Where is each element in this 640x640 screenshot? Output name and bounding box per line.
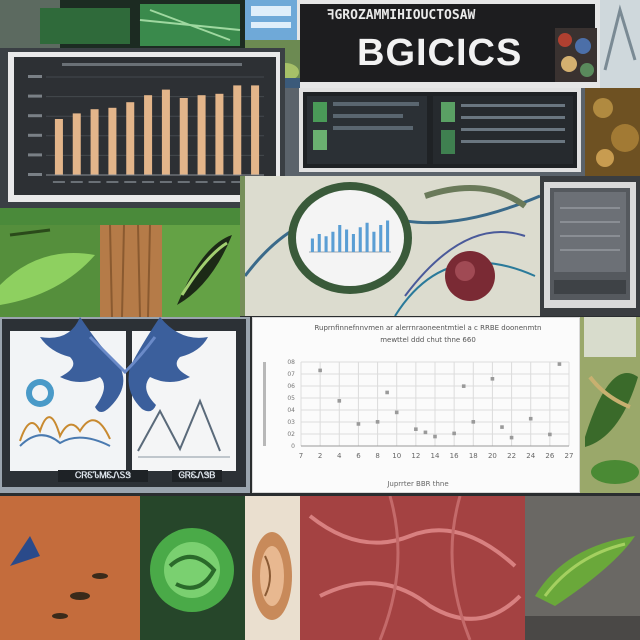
scatter-x-tick: 4 — [337, 452, 342, 460]
scatter-point — [548, 432, 552, 437]
scatter-x-tick: 10 — [392, 452, 401, 460]
banner-top-text: ꟻGROZAMMIHIOUCTOSAW — [327, 8, 476, 23]
bar-chart-2-bar — [317, 234, 321, 252]
scatter-x-tick: 6 — [356, 452, 361, 460]
scatter-y-tick: 02 — [287, 431, 295, 438]
bar-chart-2 — [309, 220, 391, 253]
dashboard-monitor — [285, 88, 585, 176]
bar-chart-2-bar — [324, 236, 328, 252]
scatter-xlabel: Juprrter BBR thne — [387, 480, 449, 488]
scatter-x-tick: 14 — [431, 452, 440, 460]
scatter-x-tick: 12 — [411, 452, 420, 460]
collage-tile-topleft — [0, 0, 245, 48]
scatter-point — [490, 377, 495, 381]
collage-tile-orange — [0, 496, 140, 640]
bar-chart-2-bar — [358, 227, 362, 252]
bar-chart-1-bar — [54, 119, 63, 175]
scatter-point — [433, 434, 437, 439]
scatter-x-tick: 24 — [526, 452, 535, 460]
scatter-x-tick: 8 — [375, 452, 379, 460]
bar-chart-1-bar — [90, 109, 99, 175]
bar-chart-2-bar — [386, 220, 390, 252]
collage-tile-red-tissue — [300, 496, 525, 640]
bar-chart-2-bar — [372, 231, 376, 252]
scatter-y-tick: 08 — [287, 359, 295, 366]
scatter-point — [394, 410, 399, 415]
blue-hand-figure — [40, 317, 208, 412]
scatter-y-tick: 07 — [287, 371, 295, 378]
scatter-point — [557, 362, 562, 366]
scatter-x-tick: 7 — [299, 452, 303, 460]
bar-chart-1-bar — [215, 93, 224, 175]
scatter-y-tick: 0 — [291, 443, 295, 450]
bar-chart-monitor — [0, 48, 285, 208]
bar-chart-2-bar — [345, 229, 349, 252]
slide-left-label: ᏟᏒᏋᏖᎷᏋᏁᏚᏕ — [58, 470, 148, 482]
scatter-x-tick: 26 — [545, 452, 554, 460]
monitor-right — [540, 176, 640, 316]
scatter-y-tick: 03 — [287, 419, 295, 426]
collage-tile-topright — [600, 0, 640, 88]
scatter-point — [452, 431, 456, 436]
collage-tile-slug — [525, 496, 640, 640]
bar-chart-1-bar — [144, 95, 153, 175]
scatter-x-tick: 2 — [318, 452, 322, 460]
science-illustration — [245, 176, 540, 316]
scatter-x-tick: 16 — [450, 452, 459, 460]
scatter-x-tick: 18 — [469, 452, 478, 460]
scatter-subtitle: mewttel ddd chut thne 660 — [380, 336, 476, 344]
bar-chart-1-bar — [179, 98, 188, 175]
scatter-point — [471, 420, 476, 424]
scatter-y-tick: 05 — [287, 395, 295, 402]
scatter-point — [337, 399, 342, 403]
scatter-point — [528, 416, 533, 421]
scatter-point — [500, 425, 504, 429]
collage-tile-fungus — [585, 88, 640, 176]
bar-chart-2-bar — [379, 225, 383, 252]
scatter-x-tick: 27 — [565, 452, 574, 460]
bar-chart-1-bar — [72, 113, 81, 175]
slide-right-label: ᎶᏒᏋᏁᏕᏴ — [172, 470, 222, 482]
bar-chart-1-bar — [233, 85, 242, 175]
bar-chart-2-bar — [351, 234, 355, 252]
scatter-x-tick: 22 — [507, 452, 516, 460]
scatter-title: Ruprnfinnefnnvmen ar alerrnraoneentmtiel… — [314, 324, 542, 332]
bar-chart-1-bar — [108, 107, 117, 175]
collage-tile-wood — [100, 225, 162, 317]
slides-monitor: ᏟᏒᏋᏖᎷᏋᏁᏚᏕ ᎶᏒᏋᏁᏕᏴ — [0, 317, 250, 493]
banner-mosaic-art — [555, 28, 597, 82]
banner-main-text: BGICICS — [357, 32, 523, 74]
bar-chart-1-bar — [251, 85, 260, 175]
collage-tile-right-art — [580, 317, 640, 493]
scatter-y-tick: 06 — [287, 383, 295, 390]
scatter-point — [414, 427, 418, 431]
collage-tile-green-strip — [0, 208, 240, 228]
bar-chart-2-bar — [331, 231, 335, 252]
bar-chart-2-bar — [310, 238, 314, 252]
scatter-point — [318, 368, 322, 373]
bar-chart-1-bar — [161, 89, 170, 175]
scatter-point — [423, 430, 428, 435]
bar-chart-2-bar — [338, 225, 342, 252]
collage-tile-green-blob — [140, 496, 245, 640]
scatter-point — [385, 390, 389, 395]
scatter-y-tick: 04 — [287, 407, 295, 414]
collage-tile-leaf-right — [162, 225, 240, 317]
scatter-point — [509, 435, 514, 440]
scatter-chart-panel: Ruprnfinnefnnvmen ar alerrnraoneentmtiel… — [252, 317, 580, 493]
scatter-point — [461, 384, 466, 388]
collage-tile-shell — [245, 496, 300, 640]
scatter-x-tick: 20 — [488, 452, 497, 460]
bar-chart-2-bar — [365, 222, 369, 252]
title-banner: ꟻGROZAMMIHIOUCTOSAW BGICICS — [297, 0, 600, 88]
collage-tile-leaf-left — [0, 225, 100, 317]
bar-chart-1-bar — [126, 102, 135, 175]
scatter-point — [356, 422, 361, 426]
bar-chart-1 — [14, 57, 276, 195]
scatter-point — [375, 420, 380, 424]
bar-chart-1-bar — [197, 95, 206, 175]
